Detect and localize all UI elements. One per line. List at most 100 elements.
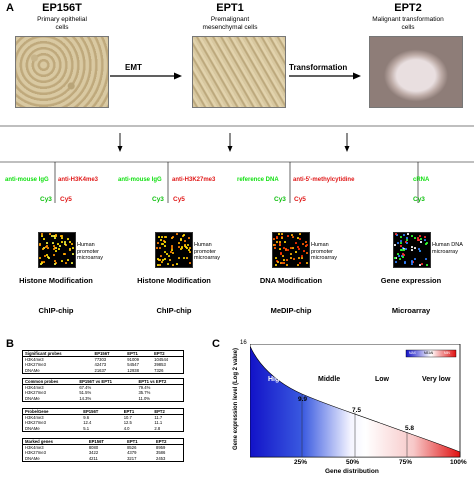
- microarray-spot: [396, 234, 398, 236]
- panel-a-letter: A: [6, 2, 14, 14]
- table-cell: 3586: [156, 450, 166, 456]
- microarray-spot: [301, 255, 303, 257]
- microarray-spot: [159, 264, 161, 266]
- microarray-spot: [290, 257, 292, 259]
- microarray-spot: [53, 254, 55, 256]
- stage-title-ept2: EPT2: [394, 2, 422, 14]
- table-common-probes: Common probes EP156T vs EPT1 EPT1 vs EPT…: [22, 378, 184, 402]
- microarray-spot: [185, 246, 187, 248]
- microarray-spot: [54, 260, 56, 262]
- microarray-spot: [407, 233, 409, 235]
- microarray-spot: [283, 247, 285, 249]
- table-cell: 8526: [127, 445, 137, 451]
- category-middle: Middle: [318, 376, 341, 383]
- ep156t-cell-image: [15, 36, 109, 108]
- table-cell: 91009: [127, 357, 139, 363]
- microarray-spot: [283, 262, 285, 264]
- microarray-spot: [55, 235, 57, 237]
- microarray-spot: [282, 255, 284, 257]
- microarray-spot: [290, 247, 292, 249]
- microarray-spot: [276, 237, 278, 239]
- microarray-spot: [55, 250, 57, 252]
- microarray-spot: [281, 233, 283, 235]
- microarray-spot: [273, 238, 275, 240]
- table-row: DNAMe 4211 3217 2453: [23, 456, 183, 461]
- microarray-spot: [291, 234, 293, 236]
- microarray-spot: [178, 242, 180, 244]
- microarray-spot: [67, 259, 69, 261]
- col3-green-label: reference DNA: [237, 177, 279, 183]
- table-cell: 12.4: [83, 420, 92, 426]
- table-cell: 2.8: [154, 425, 161, 431]
- microarray-spot: [167, 263, 169, 265]
- microarray-spot: [52, 242, 54, 244]
- microarray-spot: [403, 234, 405, 236]
- table-cell: DNAMe: [25, 395, 40, 401]
- microarray-spot: [43, 261, 45, 263]
- stage-subtitle-ept2: Malignant transformation cells: [372, 16, 444, 31]
- table-row: Marked genes EP156T EPT1 EPT2: [23, 439, 183, 446]
- microarray-spot: [411, 249, 413, 251]
- table-cell: 4211: [88, 455, 98, 461]
- table-cell: H3K27me3: [25, 390, 46, 396]
- microarray-spot: [414, 258, 416, 260]
- microarray-spot: [156, 247, 158, 249]
- microarray-spot: [401, 255, 403, 257]
- microarray-spot: [274, 247, 276, 249]
- microarray-spot: [54, 237, 56, 239]
- table-header-cell: Significant probes: [23, 351, 93, 358]
- color-legend-bar: [405, 349, 457, 358]
- table-header-cell: Marked genes: [23, 439, 87, 446]
- table-header-cell: EPT1: [121, 409, 153, 416]
- microarray-spot: [161, 261, 163, 263]
- microarray-spot: [181, 246, 183, 248]
- microarray-spot: [299, 233, 301, 235]
- microarray-spot: [279, 248, 281, 250]
- microarray-spot: [298, 248, 300, 250]
- table-header-cell: Common probes: [23, 379, 78, 386]
- microarray-spot: [53, 248, 55, 250]
- col1-red-label: anti-H3K4me3: [58, 177, 99, 183]
- microarray-spot: [285, 249, 287, 251]
- microarray-spot: [188, 237, 190, 239]
- col4-microarray-image: [393, 232, 431, 268]
- microarray-spot: [286, 259, 288, 261]
- microarray-spot: [169, 259, 171, 261]
- microarray-spot: [64, 241, 66, 243]
- microarray-spot: [64, 253, 66, 255]
- microarray-spot: [405, 248, 407, 250]
- table-row: Probe/Gene EP156T EPT1 EPT2: [23, 409, 183, 416]
- microarray-spot: [172, 236, 174, 238]
- table-cell: 77303: [94, 357, 107, 363]
- table-cell: 2453: [156, 455, 166, 461]
- microarray-spot: [72, 247, 74, 249]
- table-header-cell: EP156T: [81, 409, 122, 416]
- microarray-spot: [411, 235, 413, 237]
- col3-microarray-image: [272, 232, 310, 268]
- table-header-cell: EPT2: [152, 351, 183, 358]
- microarray-spot: [414, 247, 416, 249]
- col4-green-label: cRNA: [413, 177, 430, 183]
- microarray-spot: [186, 257, 188, 259]
- legend-label-max: MAX: [409, 351, 416, 355]
- col2-red-label: anti-H3K27me3: [172, 177, 216, 183]
- table-row: H3K27me3 51.5% 35.7%: [23, 390, 183, 395]
- microarray-spot: [292, 247, 294, 249]
- table-header-cell: EPT1: [125, 351, 153, 358]
- microarray-spot: [284, 241, 286, 243]
- microarray-spot: [411, 261, 413, 263]
- microarray-spot: [297, 246, 299, 248]
- table-header-cell: EP156T: [92, 351, 126, 358]
- microarray-spot: [165, 236, 167, 238]
- table-cell: DNAMe: [25, 367, 40, 373]
- microarray-spot: [275, 264, 277, 266]
- microarray-spot: [277, 261, 279, 263]
- microarray-spot: [181, 247, 183, 249]
- table-cell: 42473: [94, 362, 107, 368]
- table-header-cell: EPT2: [152, 409, 183, 416]
- microarray-spot: [399, 258, 401, 260]
- col2-cy3-label: Cy3: [152, 196, 164, 203]
- panel-c-letter: C: [212, 338, 220, 350]
- table-row: H3K4me3 77303 91009 104544: [23, 357, 183, 363]
- microarray-spot: [400, 249, 402, 251]
